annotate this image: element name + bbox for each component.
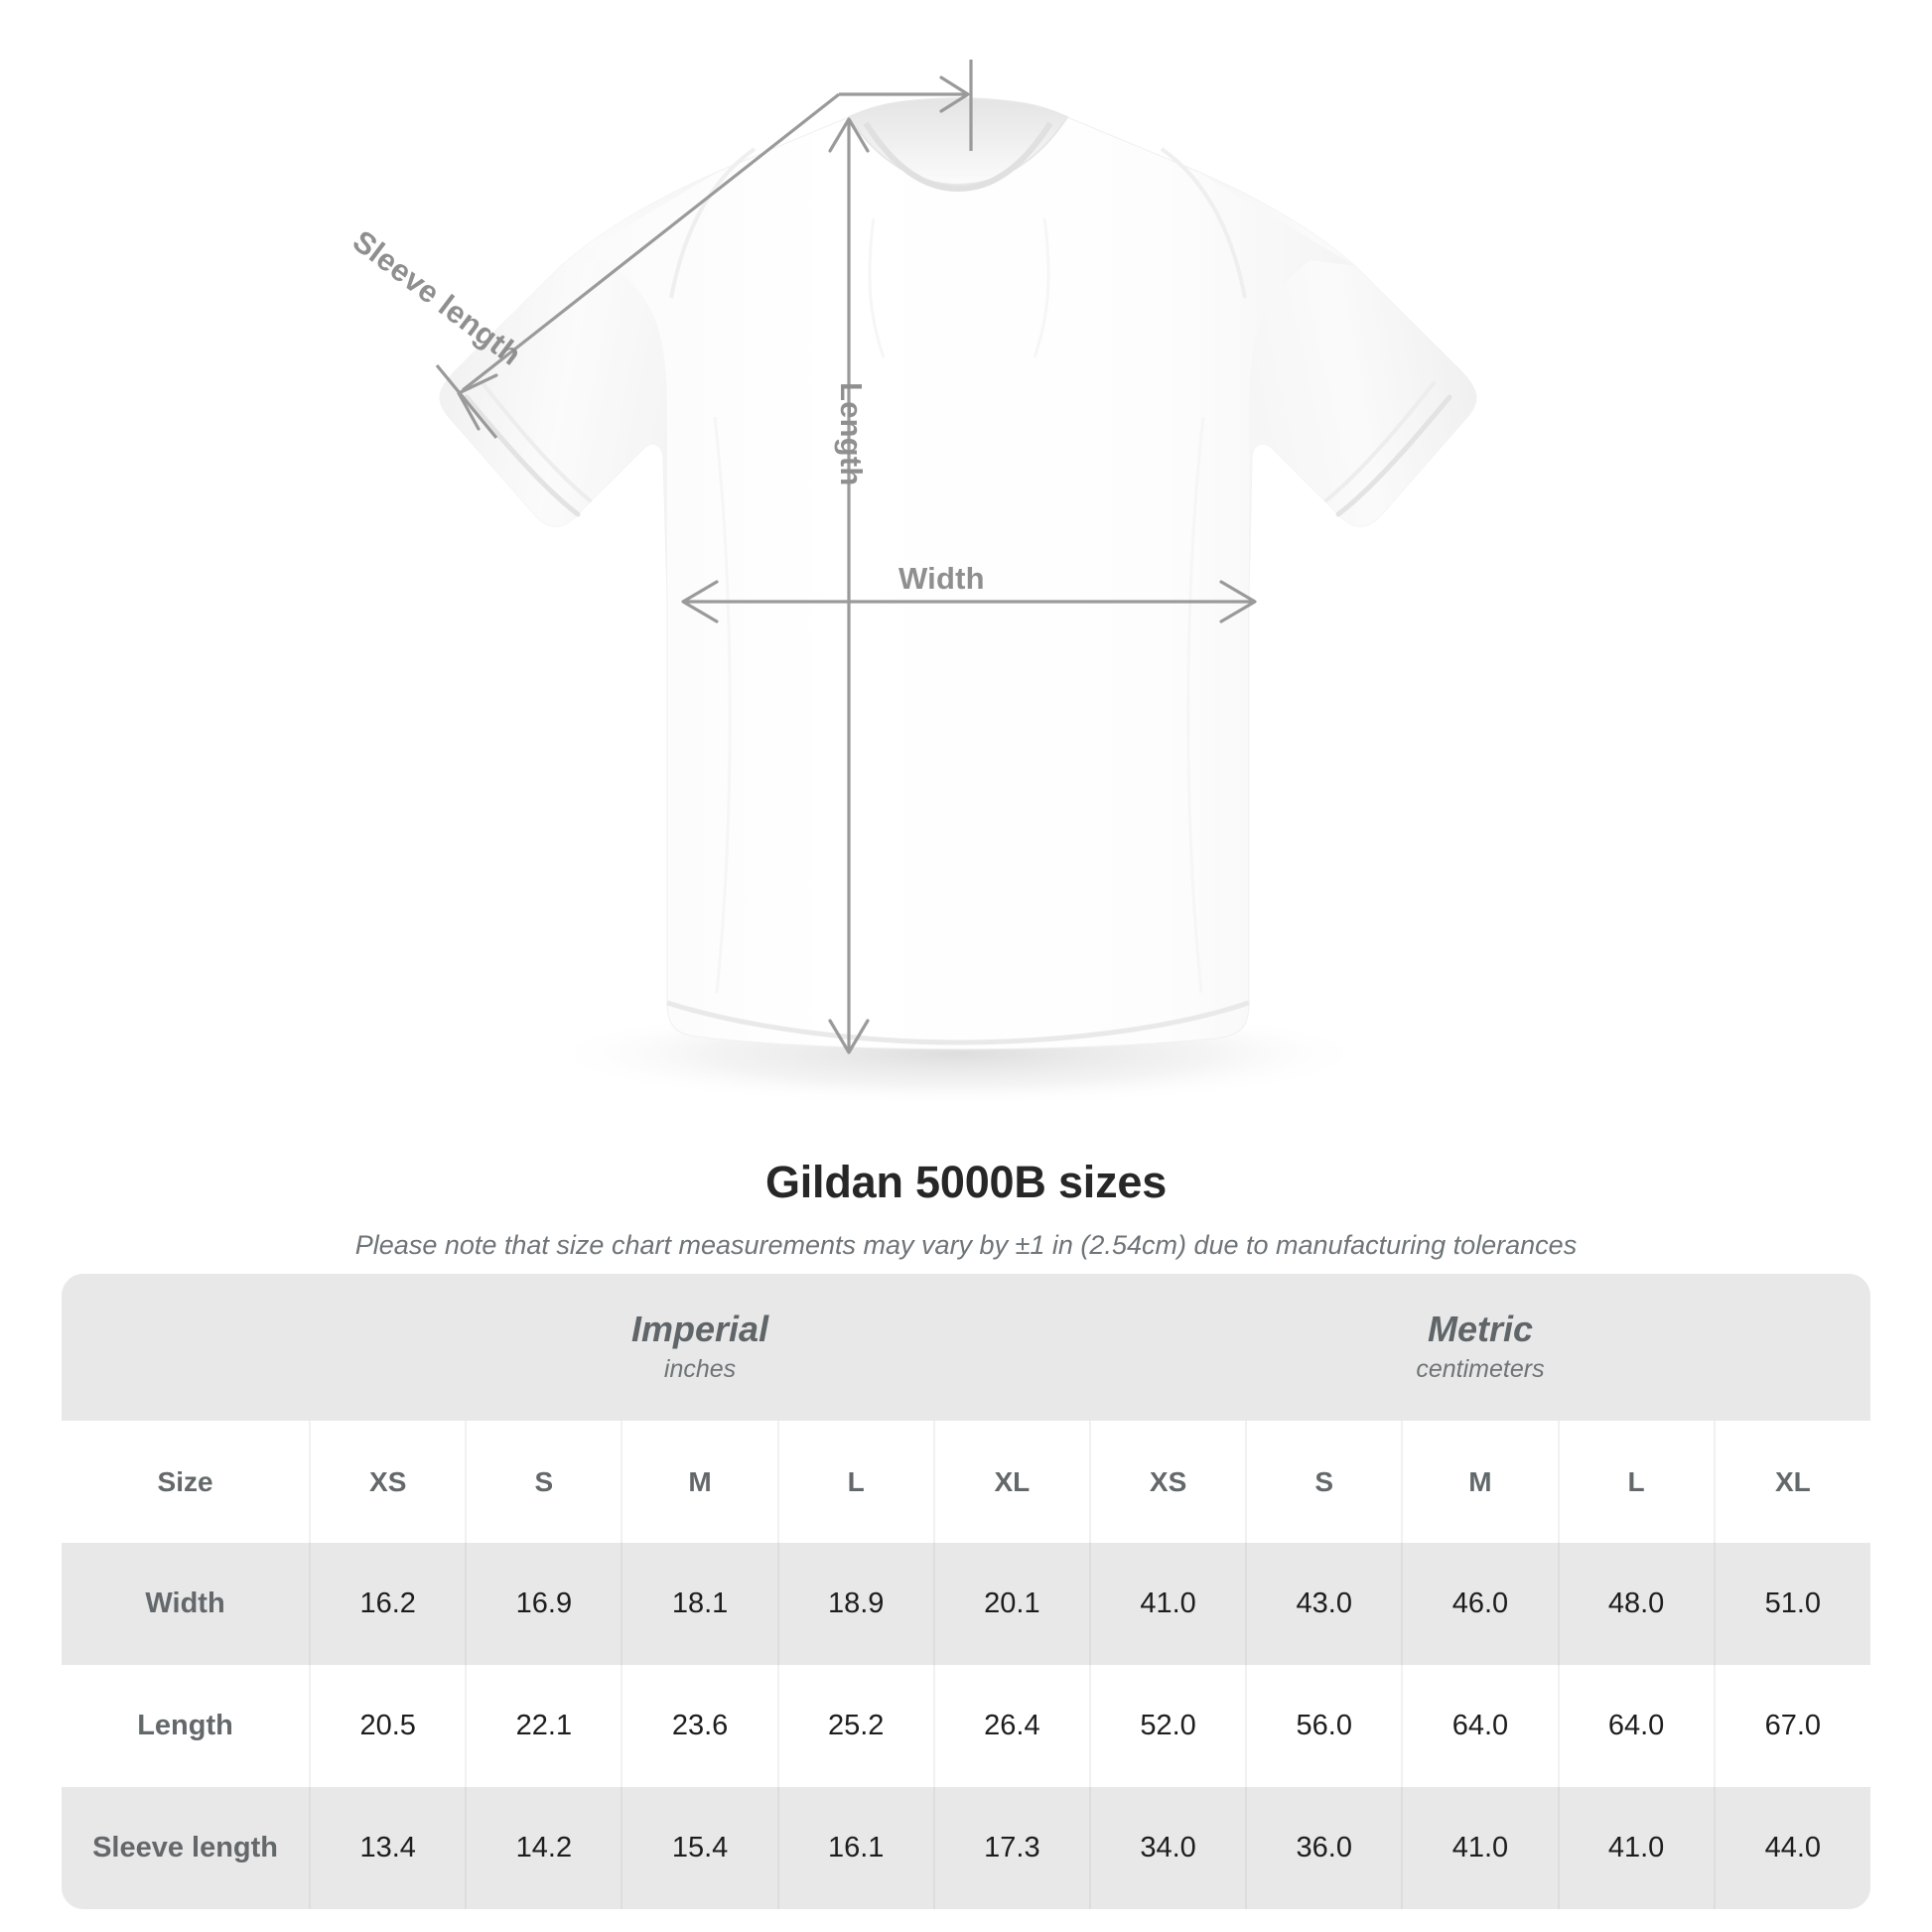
left-sleeve-hem-inner: [481, 381, 592, 502]
cell-width-imperial-m: 18.1: [621, 1543, 778, 1665]
cell-width-metric-xs: 41.0: [1088, 1543, 1247, 1665]
row-label-width: Width: [62, 1543, 311, 1665]
cell-length-metric-xl: 67.0: [1713, 1665, 1870, 1787]
page-title: Gildan 5000B sizes: [764, 1157, 1168, 1207]
cell-length-imperial-m: 23.6: [621, 1665, 778, 1787]
cell-sleeve-metric-xl: 44.0: [1713, 1787, 1870, 1909]
unit-group-metric-name: Metric: [1427, 1308, 1533, 1349]
header-size-imperial-m: M: [621, 1421, 778, 1543]
cell-width-imperial-xs: 16.2: [309, 1543, 467, 1665]
cell-width-metric-s: 43.0: [1245, 1543, 1403, 1665]
title-block: Gildan 5000B sizes Please note that size…: [0, 1157, 1932, 1261]
table-row-width: Width 16.2 16.9 18.1 18.9 20.1 41.0 43.0…: [62, 1543, 1870, 1665]
cell-sleeve-metric-m: 41.0: [1401, 1787, 1559, 1909]
cell-width-metric-xl: 51.0: [1713, 1543, 1870, 1665]
header-size-label: Size: [62, 1421, 311, 1543]
size-chart-table: Imperial inches Metric centimeters Size …: [62, 1274, 1870, 1909]
cell-width-imperial-s: 16.9: [465, 1543, 622, 1665]
header-size-metric-m: M: [1401, 1421, 1559, 1543]
tshirt-illustration: [435, 60, 1477, 1106]
header-size-imperial-xl: XL: [932, 1421, 1090, 1543]
right-sleeve-hem-inner: [1324, 381, 1436, 502]
cell-length-metric-l: 64.0: [1557, 1665, 1715, 1787]
cell-length-metric-xs: 52.0: [1088, 1665, 1247, 1787]
left-shoulder-seam: [669, 147, 757, 299]
header-size-metric-xl: XL: [1713, 1421, 1870, 1543]
page-subtitle: Please note that size chart measurements…: [354, 1230, 1578, 1260]
header-size-metric-l: L: [1557, 1421, 1715, 1543]
fabric-folds: [713, 217, 1205, 994]
table-row-length: Length 20.5 22.1 23.6 25.2 26.4 52.0 56.…: [62, 1665, 1870, 1787]
unit-spacer-cell: [62, 1274, 311, 1421]
right-sleeve: [1196, 171, 1477, 596]
row-label-sleeve-length: Sleeve length: [62, 1787, 311, 1909]
cell-sleeve-metric-s: 36.0: [1245, 1787, 1403, 1909]
cell-length-metric-s: 56.0: [1245, 1665, 1403, 1787]
header-size-imperial-s: S: [465, 1421, 622, 1543]
unit-group-imperial-name: Imperial: [631, 1308, 769, 1349]
width-right-arrowhead: [1219, 580, 1257, 623]
cell-length-imperial-xl: 26.4: [932, 1665, 1090, 1787]
cell-sleeve-metric-xs: 34.0: [1088, 1787, 1247, 1909]
sleeve-length-line: [462, 92, 840, 392]
size-header-row: Size XS S M L XL XS S M L XL: [62, 1421, 1870, 1543]
cell-width-metric-m: 46.0: [1401, 1543, 1559, 1665]
cell-length-metric-m: 64.0: [1401, 1665, 1559, 1787]
cell-width-metric-l: 48.0: [1557, 1543, 1715, 1665]
cell-sleeve-metric-l: 41.0: [1557, 1787, 1715, 1909]
width-label: Width: [898, 561, 985, 596]
length-label: Length: [834, 382, 869, 486]
sleeve-extension-arrowhead: [939, 75, 970, 113]
right-sleeve-hem: [1335, 394, 1452, 517]
header-size-metric-xs: XS: [1088, 1421, 1247, 1543]
cell-sleeve-imperial-s: 14.2: [465, 1787, 622, 1909]
dimension-lines: [435, 60, 1257, 1054]
size-chart-table-wrapper: Imperial inches Metric centimeters Size …: [62, 1274, 1870, 1909]
row-label-length: Length: [62, 1665, 311, 1787]
cell-length-imperial-l: 25.2: [776, 1665, 934, 1787]
length-top-arrowhead: [828, 117, 870, 153]
cell-width-imperial-l: 18.9: [776, 1543, 934, 1665]
sleeve-length-tick: [435, 363, 498, 440]
left-sleeve-hem: [464, 394, 581, 517]
header-size-imperial-xs: XS: [309, 1421, 467, 1543]
left-sleeve: [439, 171, 720, 596]
header-size-metric-s: S: [1245, 1421, 1403, 1543]
collar-inner: [863, 121, 1053, 193]
unit-group-imperial-unit: inches: [663, 1355, 737, 1384]
header-size-imperial-l: L: [776, 1421, 934, 1543]
cell-sleeve-imperial-l: 16.1: [776, 1787, 934, 1909]
unit-group-metric: Metric centimeters: [1089, 1274, 1870, 1421]
cell-sleeve-imperial-m: 15.4: [621, 1787, 778, 1909]
right-shoulder-seam: [1160, 147, 1247, 299]
cell-length-imperial-s: 22.1: [465, 1665, 622, 1787]
unit-header-row: Imperial inches Metric centimeters: [62, 1274, 1870, 1421]
tshirt-diagram: Sleeve length Length Width: [346, 60, 1477, 1106]
cell-sleeve-imperial-xl: 17.3: [932, 1787, 1090, 1909]
table-row-sleeve-length: Sleeve length 13.4 14.2 15.4 16.1 17.3 3…: [62, 1787, 1870, 1909]
cell-width-imperial-xl: 20.1: [932, 1543, 1090, 1665]
width-left-arrowhead: [681, 580, 719, 623]
unit-group-metric-unit: centimeters: [1416, 1355, 1545, 1384]
length-bottom-arrowhead: [828, 1019, 870, 1054]
unit-group-imperial: Imperial inches: [310, 1274, 1090, 1421]
cell-length-imperial-xs: 20.5: [309, 1665, 467, 1787]
shirt-bottom-hem: [666, 1000, 1250, 1045]
cell-sleeve-imperial-xs: 13.4: [309, 1787, 467, 1909]
